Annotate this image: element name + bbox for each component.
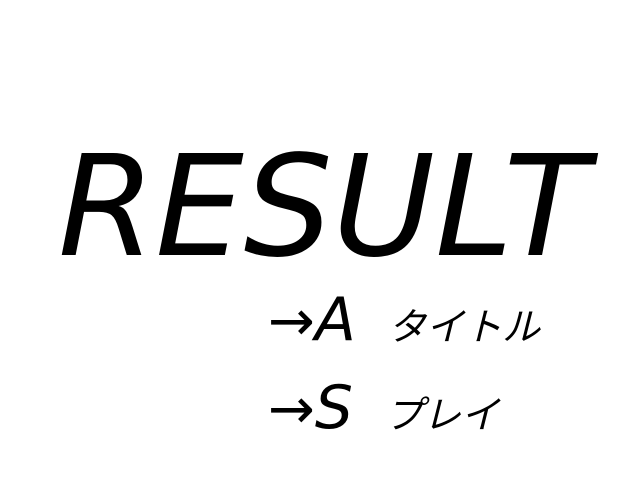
menu-option-play[interactable]: → S プレイ (268, 378, 499, 438)
result-title: RESULT (58, 126, 590, 289)
arrow-right-icon: → (268, 377, 315, 442)
key-hint: A (314, 285, 356, 355)
menu-option-title[interactable]: → A タイトル (268, 290, 540, 350)
option-label: プレイ (385, 393, 500, 437)
key-hint: S (314, 373, 354, 443)
arrow-right-icon: → (268, 289, 315, 354)
option-label: タイトル (387, 305, 540, 349)
